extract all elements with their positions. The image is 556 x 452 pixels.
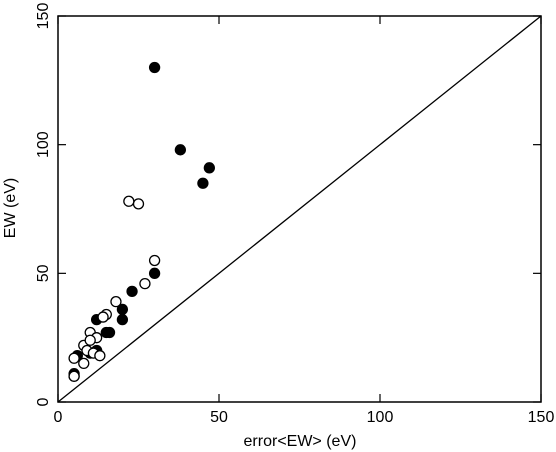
data-point-open — [94, 350, 106, 362]
data-point-open — [68, 370, 80, 382]
reference-line-group — [57, 15, 542, 403]
tick-labels-group: 0 50 100 150 0 50 100 150 — [35, 3, 554, 426]
x-tick-label: 150 — [528, 409, 555, 426]
data-point-filled — [148, 61, 161, 74]
data-point-open — [123, 195, 135, 207]
data-point-open — [132, 198, 145, 210]
y-tick-label: 0 — [35, 397, 52, 406]
data-point-filled — [203, 162, 215, 174]
data-point-open — [84, 334, 96, 346]
identity-line — [57, 15, 542, 403]
data-point-open — [110, 295, 122, 308]
x-tick-label: 100 — [367, 409, 394, 426]
x-axis-title: error<EW> (eV) — [244, 433, 357, 450]
ticks-group — [57, 15, 542, 403]
data-point-filled — [126, 285, 138, 297]
data-point-open — [68, 352, 80, 364]
y-tick-label: 100 — [35, 131, 52, 158]
points-group — [68, 61, 215, 382]
data-point-open — [139, 277, 151, 290]
data-point-open — [78, 357, 90, 370]
data-point-open — [97, 311, 109, 323]
data-point-filled — [116, 314, 129, 326]
x-tick-label: 0 — [54, 409, 63, 426]
data-point-open — [148, 254, 161, 267]
plot-frame — [57, 15, 542, 403]
data-point-filled — [174, 144, 187, 156]
y-tick-label: 50 — [35, 264, 52, 282]
data-point-filled — [148, 267, 161, 279]
x-tick-label: 50 — [210, 409, 228, 426]
y-axis-title: EW (eV) — [2, 178, 19, 238]
data-point-filled — [100, 326, 112, 339]
y-tick-label: 150 — [35, 3, 52, 30]
data-point-filled — [197, 177, 209, 189]
plot-frame-group — [57, 15, 542, 403]
